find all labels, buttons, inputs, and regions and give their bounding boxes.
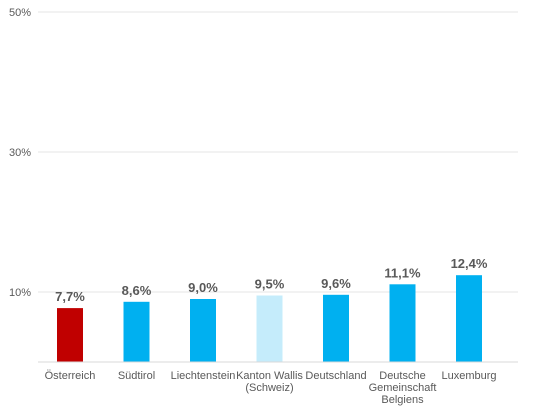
y-tick-label: 50% [9,7,31,19]
bar [123,301,150,362]
x-tick-label-line: Deutsche [379,370,425,382]
x-tick-label: Liechtenstein [171,370,236,382]
bar [456,275,482,362]
x-tick-label-line: Luxemburg [441,370,496,382]
x-axis-labels: Österreich Südtirol Liechtenstein Kanton Wa… [45,370,497,406]
x-tick-label: Kanton Wallis (Schweiz) [236,370,303,394]
x-tick-label: Österreich [45,370,96,382]
gridlines [38,11,518,293]
y-tick-label: 30% [9,147,31,159]
x-tick-label-line: Kanton Wallis [236,370,303,382]
bar [57,308,83,362]
x-tick-label-line: Südtirol [118,370,155,382]
x-tick-label: Luxemburg [441,370,496,382]
bars [57,275,482,362]
bar [190,299,216,362]
x-tick-label-line: Gemeinschaft [369,382,437,394]
x-tick-label-line: Belgiens [381,394,424,406]
x-tick-label-line: Deutschland [305,370,366,382]
x-tick-label-line: Liechtenstein [171,370,236,382]
bar [323,294,349,362]
data-label: 9,5% [255,277,285,292]
bar [389,284,416,362]
x-tick-label-line: Österreich [45,370,96,382]
bar [256,295,283,362]
data-label: 9,0% [188,280,218,295]
data-label: 7,7% [55,289,85,304]
data-label: 9,6% [321,276,351,291]
y-axis-ticks: 10% 30% 50% [9,7,31,299]
x-tick-label: Südtirol [118,370,155,382]
data-label: 11,1% [384,265,421,280]
data-labels: 7,7% 8,6% 9,0% 9,5% 9,6% 11,1% 12,4% [55,256,488,304]
data-label: 8,6% [122,283,152,298]
y-tick-label: 10% [9,287,31,299]
data-label: 12,4% [451,256,488,271]
x-tick-label: Deutsche Gemeinschaft Belgiens [369,370,437,406]
x-tick-label-line: (Schweiz) [245,382,293,394]
x-tick-label: Deutschland [305,370,366,382]
